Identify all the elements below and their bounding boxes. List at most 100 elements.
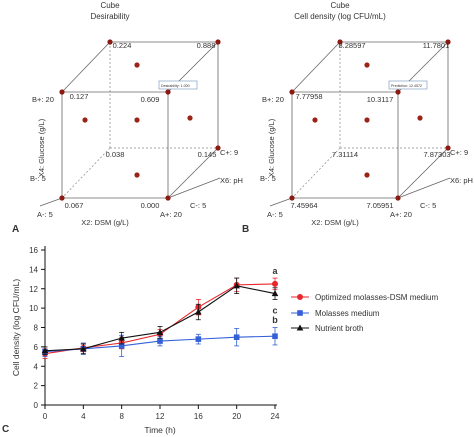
axis-y-label: X4: Glucose (g/L) (267, 118, 276, 177)
cube-panel-a: Cube Desirability 0.224 0.888 0.127 0.609 0.14… (12, 1, 243, 235)
cube-title: Cube (330, 1, 350, 10)
data-point (195, 308, 202, 315)
label-c-plus: C+: 9 (220, 148, 238, 157)
y-axis-title: Cell density (log CFU/mL) (11, 279, 21, 376)
y-tick-label: 12 (29, 285, 38, 294)
data-point (271, 290, 279, 297)
y-tick-label: 4 (34, 362, 39, 371)
x-axis-title: Time (h) (144, 425, 175, 435)
cube-axis-guide (39, 197, 63, 207)
data-point (195, 336, 202, 342)
label-c-minus: C-: 5 (190, 201, 206, 210)
corner-value-front-bottom-left: 7.45964 (290, 201, 317, 210)
legend-swatch-marker (297, 310, 303, 316)
data-point (272, 333, 278, 340)
cube-panel-b: Cube Cell density (log CFU/mL) 8.28597 11.7… (242, 1, 473, 235)
corner-value-front-bottom-left: 0.067 (65, 201, 84, 210)
corner-value-front-top-left: 7.77958 (295, 92, 322, 101)
center-point (134, 62, 140, 68)
center-point (82, 117, 88, 123)
y-tick-label: 8 (34, 324, 39, 333)
corner-point (59, 89, 65, 95)
legend-label: Optimized molasses-DSM medium (315, 293, 438, 302)
corner-value-front-top-right: 10.3117 (367, 95, 394, 104)
x-tick-label: 0 (43, 412, 48, 421)
y-tick-label: 6 (34, 343, 39, 352)
label-a-plus: A+: 20 (390, 210, 412, 219)
corner-value-front-top-right: 0.609 (141, 95, 160, 104)
legend-label: Nutrient broth (315, 324, 363, 333)
corner-value-back-top-right: 11.7801 (423, 41, 450, 50)
y-tick-label: 10 (29, 304, 38, 313)
label-c-minus: C-: 5 (420, 201, 436, 210)
corner-value-back-bottom-left: 7.05951 (366, 201, 393, 210)
axis-z-label: X6: pH (450, 176, 473, 185)
label-b-minus: B-: 5 (260, 174, 276, 183)
corner-value-back-top-left: 0.224 (113, 41, 132, 50)
data-point (156, 328, 164, 335)
tooltip-text: Desirability: 1.000 (161, 84, 190, 88)
data-point (233, 282, 240, 289)
label-b-plus: B+: 20 (262, 95, 284, 104)
corner-point (445, 39, 451, 45)
corner-value-front-bottom-right: 7.31114 (332, 150, 358, 159)
corner-point (289, 89, 295, 95)
data-point (157, 338, 163, 344)
x-tick-label: 12 (156, 412, 165, 421)
label-c-plus: C+: 9 (450, 148, 468, 157)
label-a-minus: A-: 5 (37, 210, 53, 219)
y-tick-label: 2 (34, 382, 39, 391)
label-b-minus: B-: 5 (30, 174, 46, 183)
center-point (134, 172, 140, 178)
cube-axis-guide (269, 197, 293, 207)
axis-z-label: X6: pH (220, 176, 243, 185)
panel-letter: A (12, 224, 19, 235)
significance-letter: b (272, 315, 278, 325)
significance-letter: c (272, 306, 277, 316)
label-a-minus: A-: 5 (267, 210, 283, 219)
center-point (364, 117, 370, 123)
center-point (364, 62, 370, 68)
panel-letter: C (2, 424, 9, 435)
significance-letter: a (272, 266, 278, 276)
data-point (233, 334, 240, 340)
corner-value-back-top-right: 0.888 (197, 41, 216, 50)
axis-x-label: X2: DSM (g/L) (81, 218, 129, 227)
corner-value-back-bottom-left: 0.000 (141, 201, 160, 210)
corner-point (289, 195, 295, 201)
cube-subtitle: Desirability (90, 12, 129, 21)
tooltip-box (388, 80, 428, 90)
x-tick-label: 20 (232, 412, 241, 421)
x-tick-label: 4 (81, 412, 86, 421)
cube-edge (397, 147, 449, 199)
data-point (118, 334, 125, 341)
center-point (187, 115, 193, 121)
corner-point (337, 39, 343, 45)
corner-point (215, 145, 221, 151)
corner-point (395, 195, 401, 201)
cube-edge (167, 147, 219, 199)
legend-swatch-marker (296, 324, 304, 331)
corner-value-front-top-left: 0.127 (70, 92, 89, 101)
panel-letter: B (242, 224, 249, 235)
x-tick-label: 24 (271, 412, 280, 421)
corner-value-back-top-left: 8.28597 (338, 41, 365, 50)
corner-value-back-bottom-right: 7.87303 (423, 150, 450, 159)
center-point (134, 117, 140, 123)
corner-value-front-bottom-right: 0.038 (106, 150, 125, 159)
cube-edge (61, 41, 111, 93)
legend-label: Molasses medium (315, 309, 380, 318)
tooltip-box (158, 80, 198, 90)
center-point (364, 172, 370, 178)
cube-axis-guide (167, 177, 221, 199)
axis-x-label: X2: DSM (g/L) (311, 218, 359, 227)
cube-title: Cube (100, 1, 120, 10)
x-tick-label: 16 (194, 412, 203, 421)
cube-subtitle: Cell density (log CFU/mL) (294, 12, 386, 21)
center-point (417, 115, 423, 121)
data-point (80, 345, 87, 352)
y-tick-label: 0 (34, 401, 39, 410)
corner-point (395, 89, 401, 95)
